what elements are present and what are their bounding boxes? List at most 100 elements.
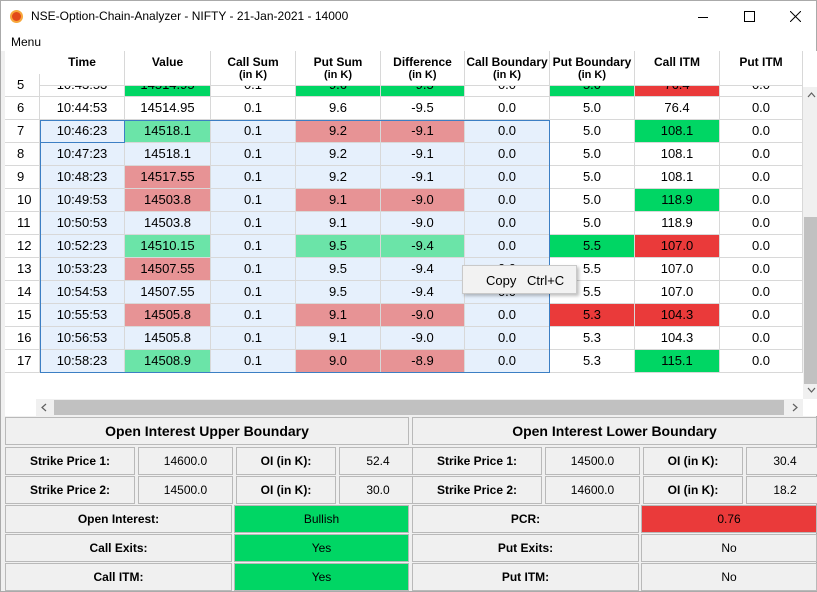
table-cell-put-boundary[interactable]: 5.0 [550,166,635,189]
table-cell-time[interactable]: 10:53:23 [40,258,125,281]
table-cell-call-sum[interactable]: 0.1 [211,166,296,189]
table-cell-time[interactable]: 10:55:53 [40,304,125,327]
close-button[interactable] [772,1,817,32]
table-cell-difference[interactable]: -9.0 [381,327,465,350]
table-cell-value[interactable]: 14505.8 [125,304,211,327]
table-cell-time[interactable]: 10:52:23 [40,235,125,258]
table-cell-put-boundary[interactable]: 5.0 [550,143,635,166]
table-cell-call-boundary[interactable]: 0.0 [465,189,550,212]
table-cell-put-itm[interactable]: 0.0 [720,189,803,212]
table-cell-time[interactable]: 10:58:23 [40,350,125,373]
table-cell-put-sum[interactable]: 9.1 [296,327,381,350]
table-cell-put-itm[interactable]: 0.0 [720,350,803,373]
table-cell-difference[interactable]: -9.1 [381,166,465,189]
column-header-put-boundary[interactable]: Put Boundary (in K) [550,51,635,86]
table-cell-put-itm[interactable]: 0.0 [720,212,803,235]
table-cell-value[interactable]: 14507.55 [125,258,211,281]
table-cell-put-sum[interactable]: 9.2 [296,143,381,166]
table-cell-call-itm[interactable]: 108.1 [635,166,720,189]
table-cell-time[interactable]: 10:56:53 [40,327,125,350]
table-cell-put-sum[interactable]: 9.6 [296,97,381,120]
table-cell-call-itm[interactable]: 118.9 [635,189,720,212]
table-cell-difference[interactable]: -9.0 [381,212,465,235]
table-cell-call-sum[interactable]: 0.1 [211,281,296,304]
row-number[interactable]: 12 [5,235,40,258]
vertical-scroll-thumb[interactable] [804,217,817,384]
copy-menu-item[interactable]: Copy [486,273,517,288]
vertical-scrollbar[interactable] [803,87,817,399]
table-cell-put-itm[interactable]: 0.0 [720,281,803,304]
table-cell-call-sum[interactable]: 0.1 [211,258,296,281]
table-cell-call-boundary[interactable]: 0.0 [465,327,550,350]
scroll-left-icon[interactable] [41,403,47,412]
table-cell-put-itm[interactable]: 0.0 [720,327,803,350]
table-cell-put-itm[interactable]: 0.0 [720,143,803,166]
table-cell-put-sum[interactable]: 9.2 [296,120,381,143]
row-number[interactable]: 14 [5,281,40,304]
row-number[interactable]: 13 [5,258,40,281]
scroll-up-icon[interactable] [807,92,816,98]
table-cell-put-sum[interactable]: 9.0 [296,350,381,373]
table-cell-value[interactable]: 14518.1 [125,120,211,143]
table-cell-difference[interactable]: -9.4 [381,281,465,304]
row-number[interactable]: 7 [5,120,40,143]
scroll-right-icon[interactable] [792,403,798,412]
table-cell-call-itm[interactable]: 108.1 [635,143,720,166]
table-cell-time[interactable]: 10:47:23 [40,143,125,166]
table-cell-put-itm[interactable]: 0.0 [720,304,803,327]
table-cell-put-boundary[interactable]: 5.0 [550,97,635,120]
table-cell-call-boundary[interactable]: 0.0 [465,166,550,189]
table-cell-call-sum[interactable]: 0.1 [211,327,296,350]
table-cell-call-sum[interactable]: 0.1 [211,235,296,258]
table-cell-call-itm[interactable]: 104.3 [635,304,720,327]
table-cell-call-sum[interactable]: 0.1 [211,304,296,327]
menu-item[interactable]: Menu [11,35,42,49]
row-number[interactable]: 16 [5,327,40,350]
table-cell-call-itm[interactable]: 115.1 [635,350,720,373]
table-cell-put-boundary[interactable]: 5.5 [550,235,635,258]
table-cell-put-sum[interactable]: 9.2 [296,166,381,189]
table-cell-call-itm[interactable]: 107.0 [635,281,720,304]
horizontal-scroll-thumb[interactable] [54,400,784,415]
table-cell-difference[interactable]: -8.9 [381,350,465,373]
row-number[interactable]: 17 [5,350,40,373]
table-cell-put-sum[interactable]: 9.5 [296,235,381,258]
table-cell-value[interactable]: 14508.9 [125,350,211,373]
column-header-time[interactable]: Time [40,51,125,86]
column-header-value[interactable]: Value [125,51,211,86]
table-cell-put-boundary[interactable]: 5.0 [550,212,635,235]
table-cell-call-sum[interactable]: 0.1 [211,350,296,373]
row-number[interactable]: 10 [5,189,40,212]
table-cell-time[interactable]: 10:46:23 [40,120,125,143]
row-number[interactable]: 8 [5,143,40,166]
table-cell-call-sum[interactable]: 0.1 [211,97,296,120]
scroll-down-icon[interactable] [807,387,816,393]
table-cell-value[interactable]: 14518.1 [125,143,211,166]
table-cell-call-boundary[interactable]: 0.0 [465,212,550,235]
table-cell-difference[interactable]: -9.4 [381,235,465,258]
table-cell-call-boundary[interactable]: 0.0 [465,304,550,327]
table-cell-value[interactable]: 14514.95 [125,97,211,120]
table-cell-value[interactable]: 14505.8 [125,327,211,350]
table-cell-time[interactable]: 10:54:53 [40,281,125,304]
table-cell-difference[interactable]: -9.1 [381,143,465,166]
table-cell-call-sum[interactable]: 0.1 [211,143,296,166]
row-number[interactable]: 9 [5,166,40,189]
table-cell-put-boundary[interactable]: 5.3 [550,350,635,373]
table-cell-put-boundary[interactable]: 5.3 [550,327,635,350]
table-cell-call-itm[interactable]: 108.1 [635,120,720,143]
table-cell-value[interactable]: 14507.55 [125,281,211,304]
column-header-put-sum[interactable]: Put Sum (in K) [296,51,381,86]
table-cell-put-itm[interactable]: 0.0 [720,235,803,258]
column-header-call-itm[interactable]: Call ITM [635,51,720,86]
table-cell-difference[interactable]: -9.4 [381,258,465,281]
row-number[interactable]: 6 [5,97,40,120]
table-cell-put-itm[interactable]: 0.0 [720,120,803,143]
table-cell-put-sum[interactable]: 9.5 [296,258,381,281]
row-number[interactable]: 11 [5,212,40,235]
table-cell-call-boundary[interactable]: 0.0 [465,143,550,166]
table-cell-call-boundary[interactable]: 0.0 [465,350,550,373]
table-cell-call-itm[interactable]: 107.0 [635,235,720,258]
table-cell-call-itm[interactable]: 107.0 [635,258,720,281]
table-cell-call-itm[interactable]: 118.9 [635,212,720,235]
